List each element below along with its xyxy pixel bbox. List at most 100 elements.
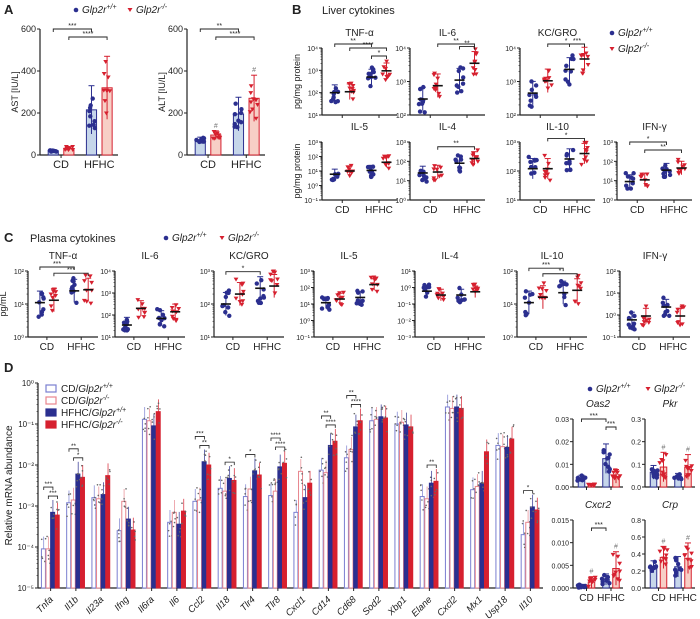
- data-point: [76, 479, 79, 482]
- y-tick-label: 10⁻¹: [296, 335, 310, 342]
- wt-data-point: [672, 475, 677, 480]
- data-point: [109, 470, 111, 473]
- chart-title: IL-6: [141, 251, 159, 262]
- ko-data-point: [584, 149, 589, 154]
- data-point: [319, 470, 321, 473]
- data-point: [349, 450, 352, 453]
- gene-label: Il1b: [62, 594, 81, 613]
- significance-bracket: [569, 43, 585, 47]
- significance-bracket: [346, 395, 357, 399]
- data-point: [118, 532, 120, 535]
- data-point: [133, 535, 136, 538]
- data-point: [394, 415, 397, 418]
- ko-data-point: [142, 310, 148, 315]
- data-point: [199, 497, 202, 499]
- bar-il10-0: [520, 534, 526, 589]
- data-point: [253, 469, 256, 471]
- x-tick-label: HFHC: [453, 205, 481, 216]
- data-point: [381, 406, 384, 409]
- ko-data-point: [380, 72, 386, 77]
- data-point: [46, 535, 48, 538]
- wt-data-point: [661, 313, 667, 319]
- chart-title: IL-4: [439, 122, 457, 133]
- bar-tlr8-0: [268, 495, 274, 589]
- ko-data-point: [341, 290, 346, 295]
- bar-cxcl1-0: [293, 511, 299, 589]
- ko-data-point: [383, 162, 388, 167]
- ko-data-point: [646, 317, 652, 322]
- bar-cxcl1-2: [302, 497, 308, 589]
- data-point: [233, 474, 236, 477]
- data-point: [108, 483, 110, 485]
- bar-mx1-2: [479, 482, 485, 589]
- wt-data-point: [632, 327, 637, 332]
- wt-data-point: [607, 452, 612, 457]
- data-point: [144, 423, 147, 425]
- legend-label: Glp2r+/+: [596, 383, 631, 395]
- ko-data-point: [48, 304, 54, 309]
- data-point: [244, 488, 246, 490]
- y-tick-label: 0.4: [631, 552, 641, 559]
- data-point: [252, 473, 254, 475]
- ko-data-point: [638, 174, 644, 179]
- bar-ifng-1: [121, 500, 127, 589]
- bar-tnfa-0: [40, 548, 46, 589]
- y-tick-label: 0.1: [631, 462, 641, 469]
- data-point: [399, 431, 401, 433]
- chart-c6: 10⁻¹ 10⁰ 10¹ 10² CD HFHC IFN-γ: [602, 251, 690, 353]
- significance-bracket: [199, 445, 210, 449]
- ko-data-point: [641, 320, 647, 325]
- y-tick-label: 10⁻¹: [304, 198, 318, 205]
- data-point: [244, 493, 246, 495]
- y-tick-label: 0.00: [555, 485, 569, 492]
- y-tick-label: 10⁻³: [397, 335, 411, 342]
- y-tick-label: 10³: [396, 80, 407, 87]
- ko-data-point: [170, 316, 176, 321]
- bar-il18-0: [217, 487, 223, 589]
- data-point: [144, 427, 146, 429]
- wt-data-point: [453, 157, 458, 162]
- data-point: [157, 402, 160, 404]
- legend-series-1: CD/Glp2r-/-: [45, 395, 110, 407]
- chart-title: IFN-γ: [643, 251, 667, 262]
- wt-data-point: [225, 305, 231, 310]
- wt-data-point: [630, 176, 636, 181]
- legend-gene: Glp2r: [596, 384, 621, 395]
- significance-bracket: [68, 36, 108, 40]
- data-point: [52, 517, 54, 520]
- data-point: [358, 433, 360, 435]
- data-point: [472, 497, 474, 499]
- data-point: [177, 534, 179, 537]
- data-point: [331, 438, 334, 441]
- significance-bracket: [350, 404, 361, 408]
- ko-data-point: [383, 78, 389, 83]
- data-point: [124, 506, 126, 508]
- y-tick-label: 10¹: [396, 179, 407, 186]
- wt-data-point: [528, 98, 533, 103]
- ko-data-point: [688, 468, 694, 473]
- legend-ko: Glp2r-/-: [127, 4, 168, 16]
- legend-wt: Glp2r+/+: [587, 383, 631, 395]
- data-point: [506, 455, 509, 458]
- y-tick-label: 10⁻²: [397, 319, 411, 326]
- y-tick-label: 10⁴: [100, 269, 111, 276]
- data-point: [278, 461, 280, 464]
- ko-data-point: [70, 147, 76, 152]
- significance-label: **: [324, 410, 330, 417]
- data-point: [324, 474, 326, 476]
- data-point: [97, 501, 100, 503]
- data-point: [485, 454, 488, 457]
- data-point: [271, 483, 274, 486]
- data-point: [444, 412, 447, 414]
- data-point: [118, 540, 121, 543]
- data-point: [351, 460, 353, 463]
- chart-c1: 10¹ 10² 10³ 10⁴ CD HFHC IL-6: [100, 251, 185, 353]
- significance-bracket: [68, 448, 79, 452]
- data-point: [351, 451, 354, 453]
- wt-data-point: [39, 309, 45, 315]
- data-point: [168, 535, 171, 537]
- ko-data-point: [585, 63, 591, 68]
- data-point: [194, 509, 196, 511]
- ko-data-point: [689, 464, 695, 469]
- ko-data-point: [349, 87, 355, 92]
